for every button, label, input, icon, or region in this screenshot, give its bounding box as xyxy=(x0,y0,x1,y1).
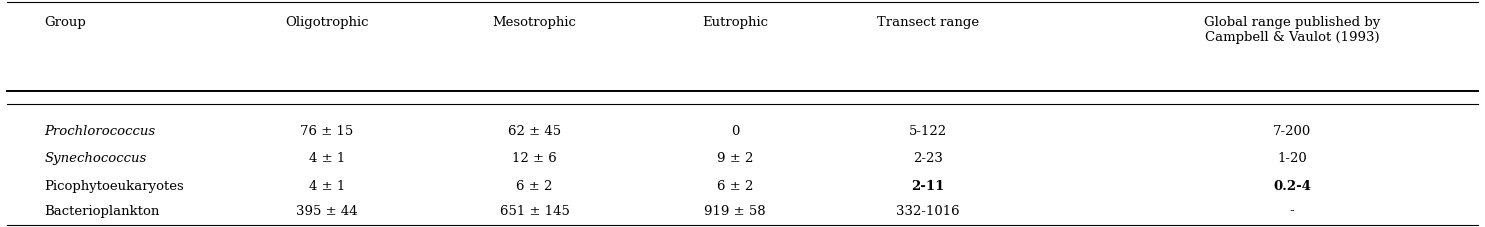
Text: Global range published by
Campbell & Vaulot (1993): Global range published by Campbell & Vau… xyxy=(1204,16,1380,44)
Text: 919 ± 58: 919 ± 58 xyxy=(704,205,766,218)
Text: 6 ± 2: 6 ± 2 xyxy=(517,180,552,193)
Text: 5-122: 5-122 xyxy=(909,125,947,138)
Text: 0.2-4: 0.2-4 xyxy=(1273,180,1311,193)
Text: 1-20: 1-20 xyxy=(1277,152,1307,165)
Text: 12 ± 6: 12 ± 6 xyxy=(512,152,557,165)
Text: Bacterioplankton: Bacterioplankton xyxy=(45,205,160,218)
Text: Group: Group xyxy=(45,16,86,29)
Text: 0: 0 xyxy=(731,125,740,138)
Text: 651 ± 145: 651 ± 145 xyxy=(499,205,570,218)
Text: 332-1016: 332-1016 xyxy=(897,205,959,218)
Text: 6 ± 2: 6 ± 2 xyxy=(717,180,753,193)
Text: 2-23: 2-23 xyxy=(913,152,943,165)
Text: Synechococcus: Synechococcus xyxy=(45,152,147,165)
Text: 7-200: 7-200 xyxy=(1273,125,1311,138)
Text: 9 ± 2: 9 ± 2 xyxy=(717,152,753,165)
Text: 2-11: 2-11 xyxy=(912,180,944,193)
Text: 62 ± 45: 62 ± 45 xyxy=(508,125,561,138)
Text: Transect range: Transect range xyxy=(878,16,979,29)
Text: 4 ± 1: 4 ± 1 xyxy=(309,152,345,165)
Text: Eutrophic: Eutrophic xyxy=(702,16,768,29)
Text: 76 ± 15: 76 ± 15 xyxy=(300,125,353,138)
Text: -: - xyxy=(1289,205,1295,218)
Text: Prochlorococcus: Prochlorococcus xyxy=(45,125,156,138)
Text: Picophytoeukaryotes: Picophytoeukaryotes xyxy=(45,180,184,193)
Text: Oligotrophic: Oligotrophic xyxy=(285,16,368,29)
Text: 395 ± 44: 395 ± 44 xyxy=(296,205,358,218)
Text: Mesotrophic: Mesotrophic xyxy=(493,16,576,29)
Text: 4 ± 1: 4 ± 1 xyxy=(309,180,345,193)
